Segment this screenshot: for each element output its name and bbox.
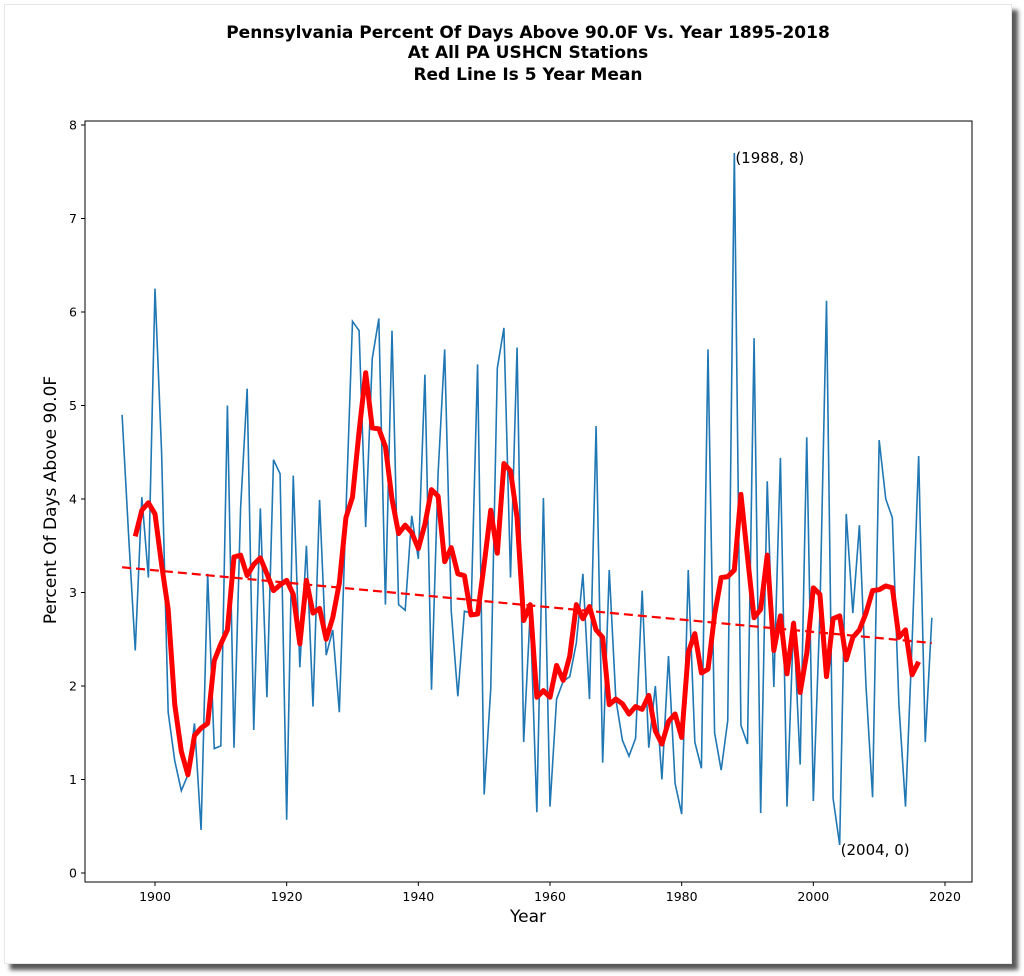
point-annotation: (2004, 0)	[841, 841, 910, 859]
point-annotation: (1988, 8)	[735, 149, 804, 167]
y-tick-label: 6	[69, 305, 77, 320]
chart-title-line-1: Pennsylvania Percent Of Days Above 90.0F…	[226, 23, 830, 43]
x-tick-label: 2000	[797, 889, 829, 904]
x-axis: 1900 1920 1940 1960 1980 2000 2020	[139, 882, 961, 904]
annotations: (1988, 8) (2004, 0)	[735, 149, 909, 859]
y-tick-label: 4	[69, 492, 77, 507]
y-tick-label: 1	[69, 772, 77, 787]
trend-line	[121, 566, 932, 645]
y-tick-label: 0	[69, 866, 77, 881]
annual-series-line	[121, 153, 933, 846]
y-axis-label: Percent Of Days Above 90.0F	[41, 376, 61, 624]
y-axis: 0 1 2 3 4 5 6 7 8	[69, 118, 85, 881]
x-tick-label: 1980	[666, 889, 698, 904]
y-tick-label: 8	[69, 118, 77, 133]
x-axis-label: Year	[509, 907, 546, 927]
y-tick-label: 2	[69, 679, 77, 694]
series-layer	[121, 153, 933, 846]
chart-title: Pennsylvania Percent Of Days Above 90.0F…	[226, 23, 830, 85]
x-tick-label: 1900	[139, 889, 171, 904]
x-tick-label: 1960	[534, 889, 566, 904]
plot-area	[84, 120, 973, 883]
y-tick-label: 7	[69, 211, 77, 226]
x-tick-label: 1920	[271, 889, 303, 904]
y-tick-label: 5	[69, 398, 77, 413]
chart-title-line-3: Red Line Is 5 Year Mean	[413, 65, 642, 85]
chart-title-line-2: At All PA USHCN Stations	[408, 43, 649, 63]
five-year-mean-line	[132, 370, 921, 778]
x-tick-label: 1940	[402, 889, 434, 904]
y-tick-label: 3	[69, 585, 77, 600]
x-tick-label: 2020	[929, 889, 961, 904]
